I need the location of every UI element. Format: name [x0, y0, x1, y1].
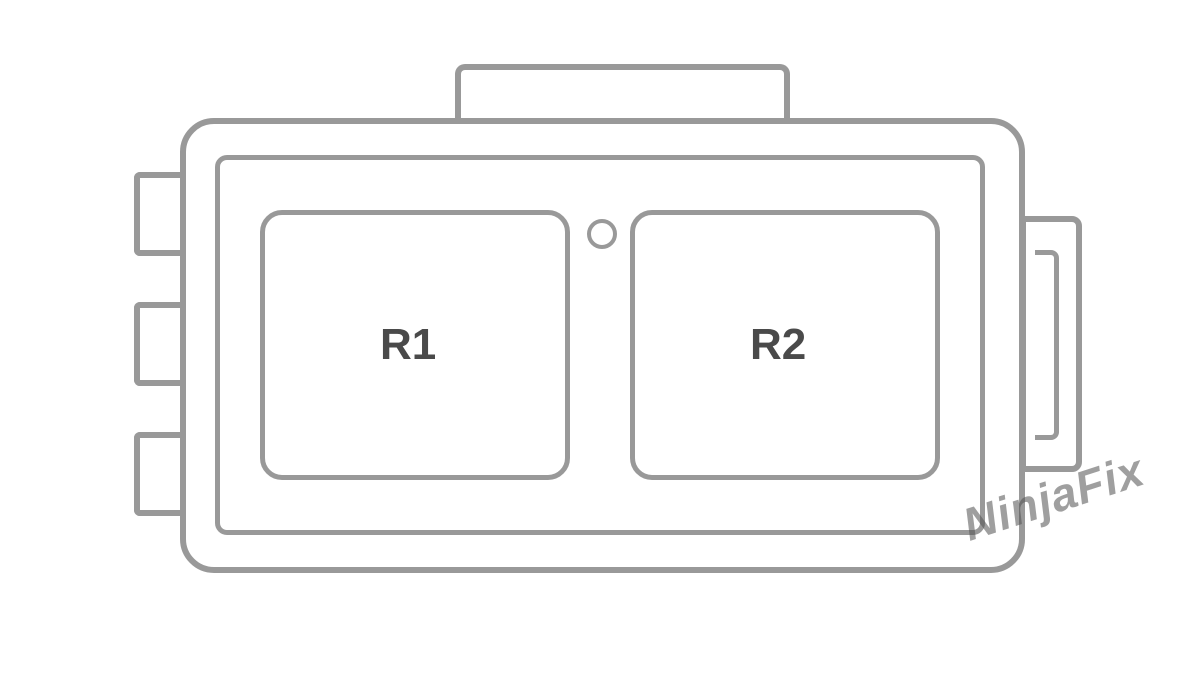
- left-tab-3: [134, 432, 184, 516]
- left-tab-1: [134, 172, 184, 256]
- diagram-canvas: R1 R2 NinjaFix: [0, 0, 1200, 680]
- relay-label-r1: R1: [380, 320, 436, 370]
- left-tab-2: [134, 302, 184, 386]
- center-hole-icon: [587, 219, 617, 249]
- relay-label-r2: R2: [750, 320, 806, 370]
- top-tab: [455, 64, 790, 122]
- right-clip-inner: [1035, 250, 1059, 440]
